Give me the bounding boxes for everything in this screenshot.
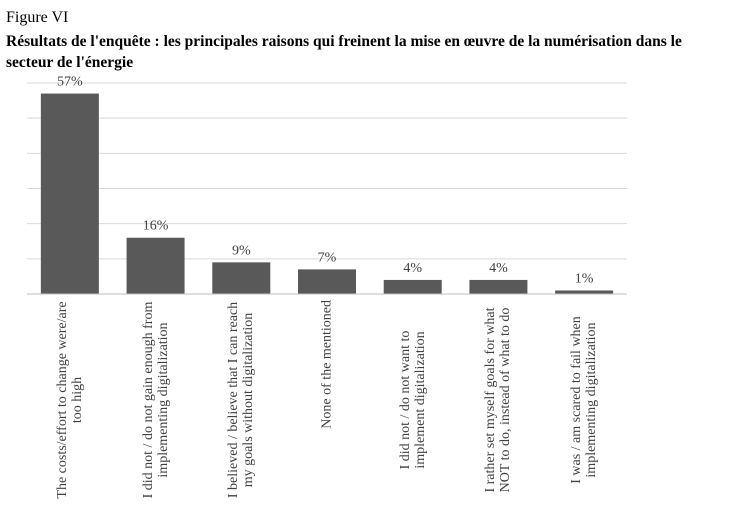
bar — [555, 290, 614, 294]
x-tick-label: None of the mentioned — [320, 300, 335, 500]
x-tick-text: I believed / believe that I can reach my… — [226, 301, 257, 499]
x-tick-text: I did not / do not gain enough from impl… — [140, 301, 171, 499]
x-tick-text: I rather set myself goals for what NOT t… — [483, 307, 514, 493]
x-tick-label: I was / am scared to fail when implement… — [569, 300, 599, 500]
x-tick-label: The costs/effort to change were/are too … — [55, 300, 85, 500]
value-label: 4% — [489, 261, 508, 276]
value-label: 7% — [318, 250, 337, 265]
value-label: 57% — [57, 75, 83, 90]
figure-label: Figure VI — [6, 9, 69, 26]
bar — [469, 279, 528, 294]
value-label: 9% — [232, 243, 251, 258]
x-tick-label: I did not / do not gain enough from impl… — [141, 300, 171, 500]
x-tick-text: The costs/effort to change were/are too … — [54, 301, 85, 499]
x-tick-label: I believed / believe that I can reach my… — [226, 300, 256, 500]
value-label: 4% — [403, 261, 422, 276]
x-tick-text: I did not / do not want to implement dig… — [397, 330, 428, 470]
bar — [298, 269, 356, 294]
value-label: 16% — [143, 219, 169, 234]
bar — [40, 93, 99, 294]
x-tick-label: I did not / do not want to implement dig… — [398, 300, 428, 500]
bar — [383, 279, 442, 294]
value-label: 1% — [575, 271, 594, 286]
bar — [212, 262, 271, 294]
x-tick-text: I was / am scared to fail when implement… — [569, 316, 600, 484]
bar — [126, 237, 185, 294]
x-tick-text: None of the mentioned — [319, 300, 335, 429]
x-tick-label: I rather set myself goals for what NOT t… — [483, 300, 513, 500]
chart-title: Résultats de l'enquête : les principales… — [6, 33, 682, 71]
